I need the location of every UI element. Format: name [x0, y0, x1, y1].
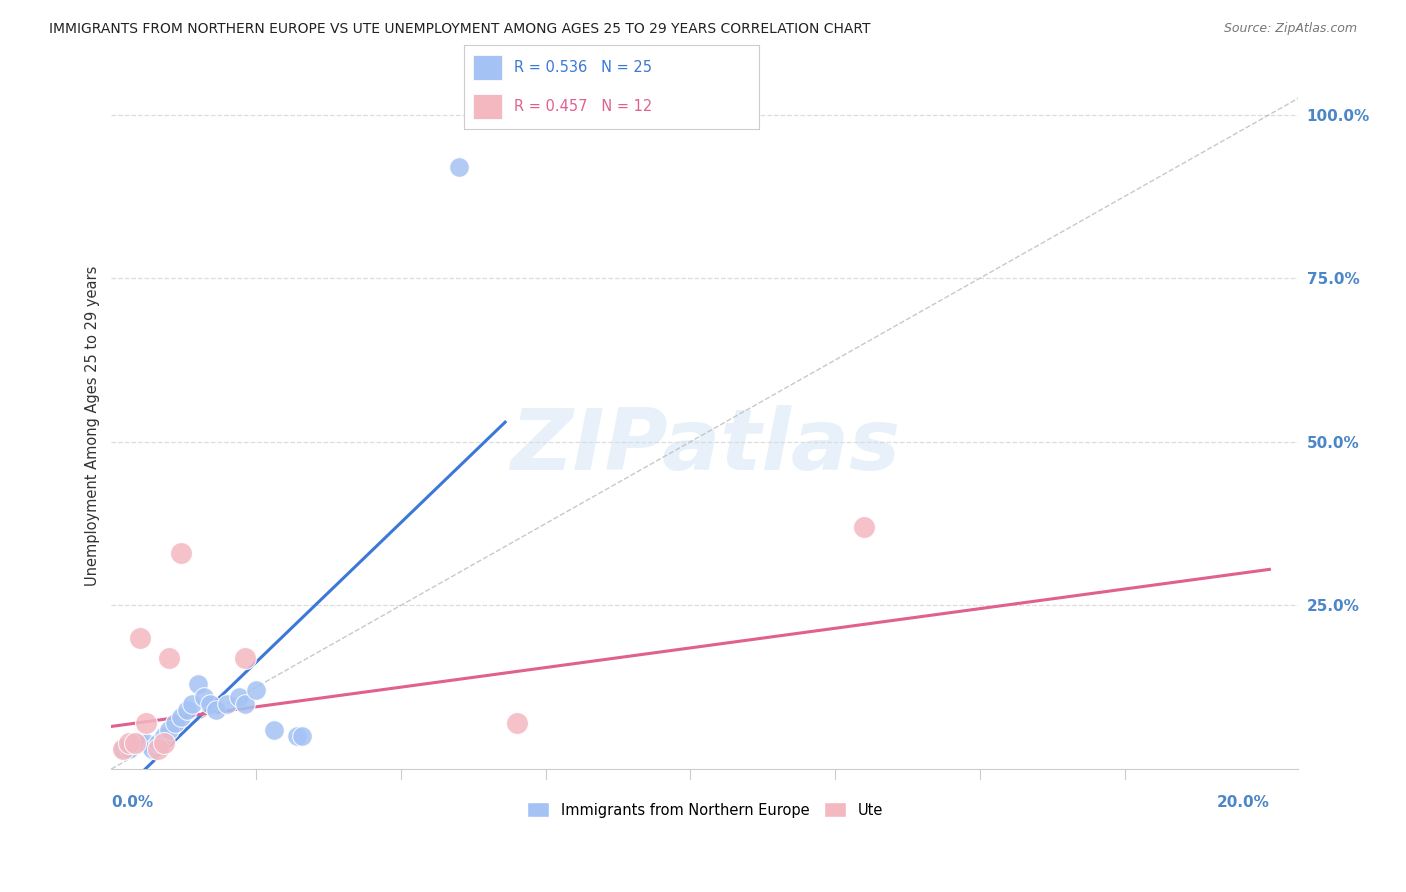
- Point: [124, 736, 146, 750]
- Point: [157, 723, 180, 737]
- Point: [228, 690, 250, 704]
- Text: ZIPatlas: ZIPatlas: [510, 405, 900, 488]
- Point: [263, 723, 285, 737]
- Point: [165, 716, 187, 731]
- Text: 20.0%: 20.0%: [1216, 795, 1270, 810]
- Y-axis label: Unemployment Among Ages 25 to 29 years: Unemployment Among Ages 25 to 29 years: [86, 265, 100, 586]
- Point: [129, 631, 152, 645]
- Point: [157, 650, 180, 665]
- Point: [233, 650, 256, 665]
- Point: [505, 716, 527, 731]
- Point: [176, 703, 198, 717]
- Point: [245, 683, 267, 698]
- Point: [118, 742, 141, 756]
- Point: [181, 697, 204, 711]
- Point: [193, 690, 215, 704]
- Point: [152, 729, 174, 743]
- Point: [146, 742, 169, 756]
- Point: [187, 677, 209, 691]
- Point: [204, 703, 226, 717]
- Point: [291, 729, 314, 743]
- Point: [135, 716, 157, 731]
- Point: [111, 742, 134, 756]
- Text: R = 0.536   N = 25: R = 0.536 N = 25: [515, 60, 652, 75]
- Point: [111, 742, 134, 756]
- Text: Source: ZipAtlas.com: Source: ZipAtlas.com: [1223, 22, 1357, 36]
- Point: [447, 160, 470, 174]
- Point: [170, 709, 193, 723]
- Point: [217, 697, 239, 711]
- Point: [135, 736, 157, 750]
- Text: 0.0%: 0.0%: [111, 795, 153, 810]
- Text: R = 0.457   N = 12: R = 0.457 N = 12: [515, 99, 652, 114]
- Point: [152, 736, 174, 750]
- Text: IMMIGRANTS FROM NORTHERN EUROPE VS UTE UNEMPLOYMENT AMONG AGES 25 TO 29 YEARS CO: IMMIGRANTS FROM NORTHERN EUROPE VS UTE U…: [49, 22, 870, 37]
- Point: [233, 697, 256, 711]
- Bar: [472, 54, 502, 80]
- Bar: [472, 94, 502, 120]
- Point: [146, 736, 169, 750]
- Point: [198, 697, 221, 711]
- Point: [141, 742, 163, 756]
- Point: [170, 546, 193, 560]
- Legend: Immigrants from Northern Europe, Ute: Immigrants from Northern Europe, Ute: [522, 797, 889, 823]
- Point: [129, 736, 152, 750]
- Point: [285, 729, 308, 743]
- Point: [124, 736, 146, 750]
- Point: [853, 520, 876, 534]
- Point: [118, 736, 141, 750]
